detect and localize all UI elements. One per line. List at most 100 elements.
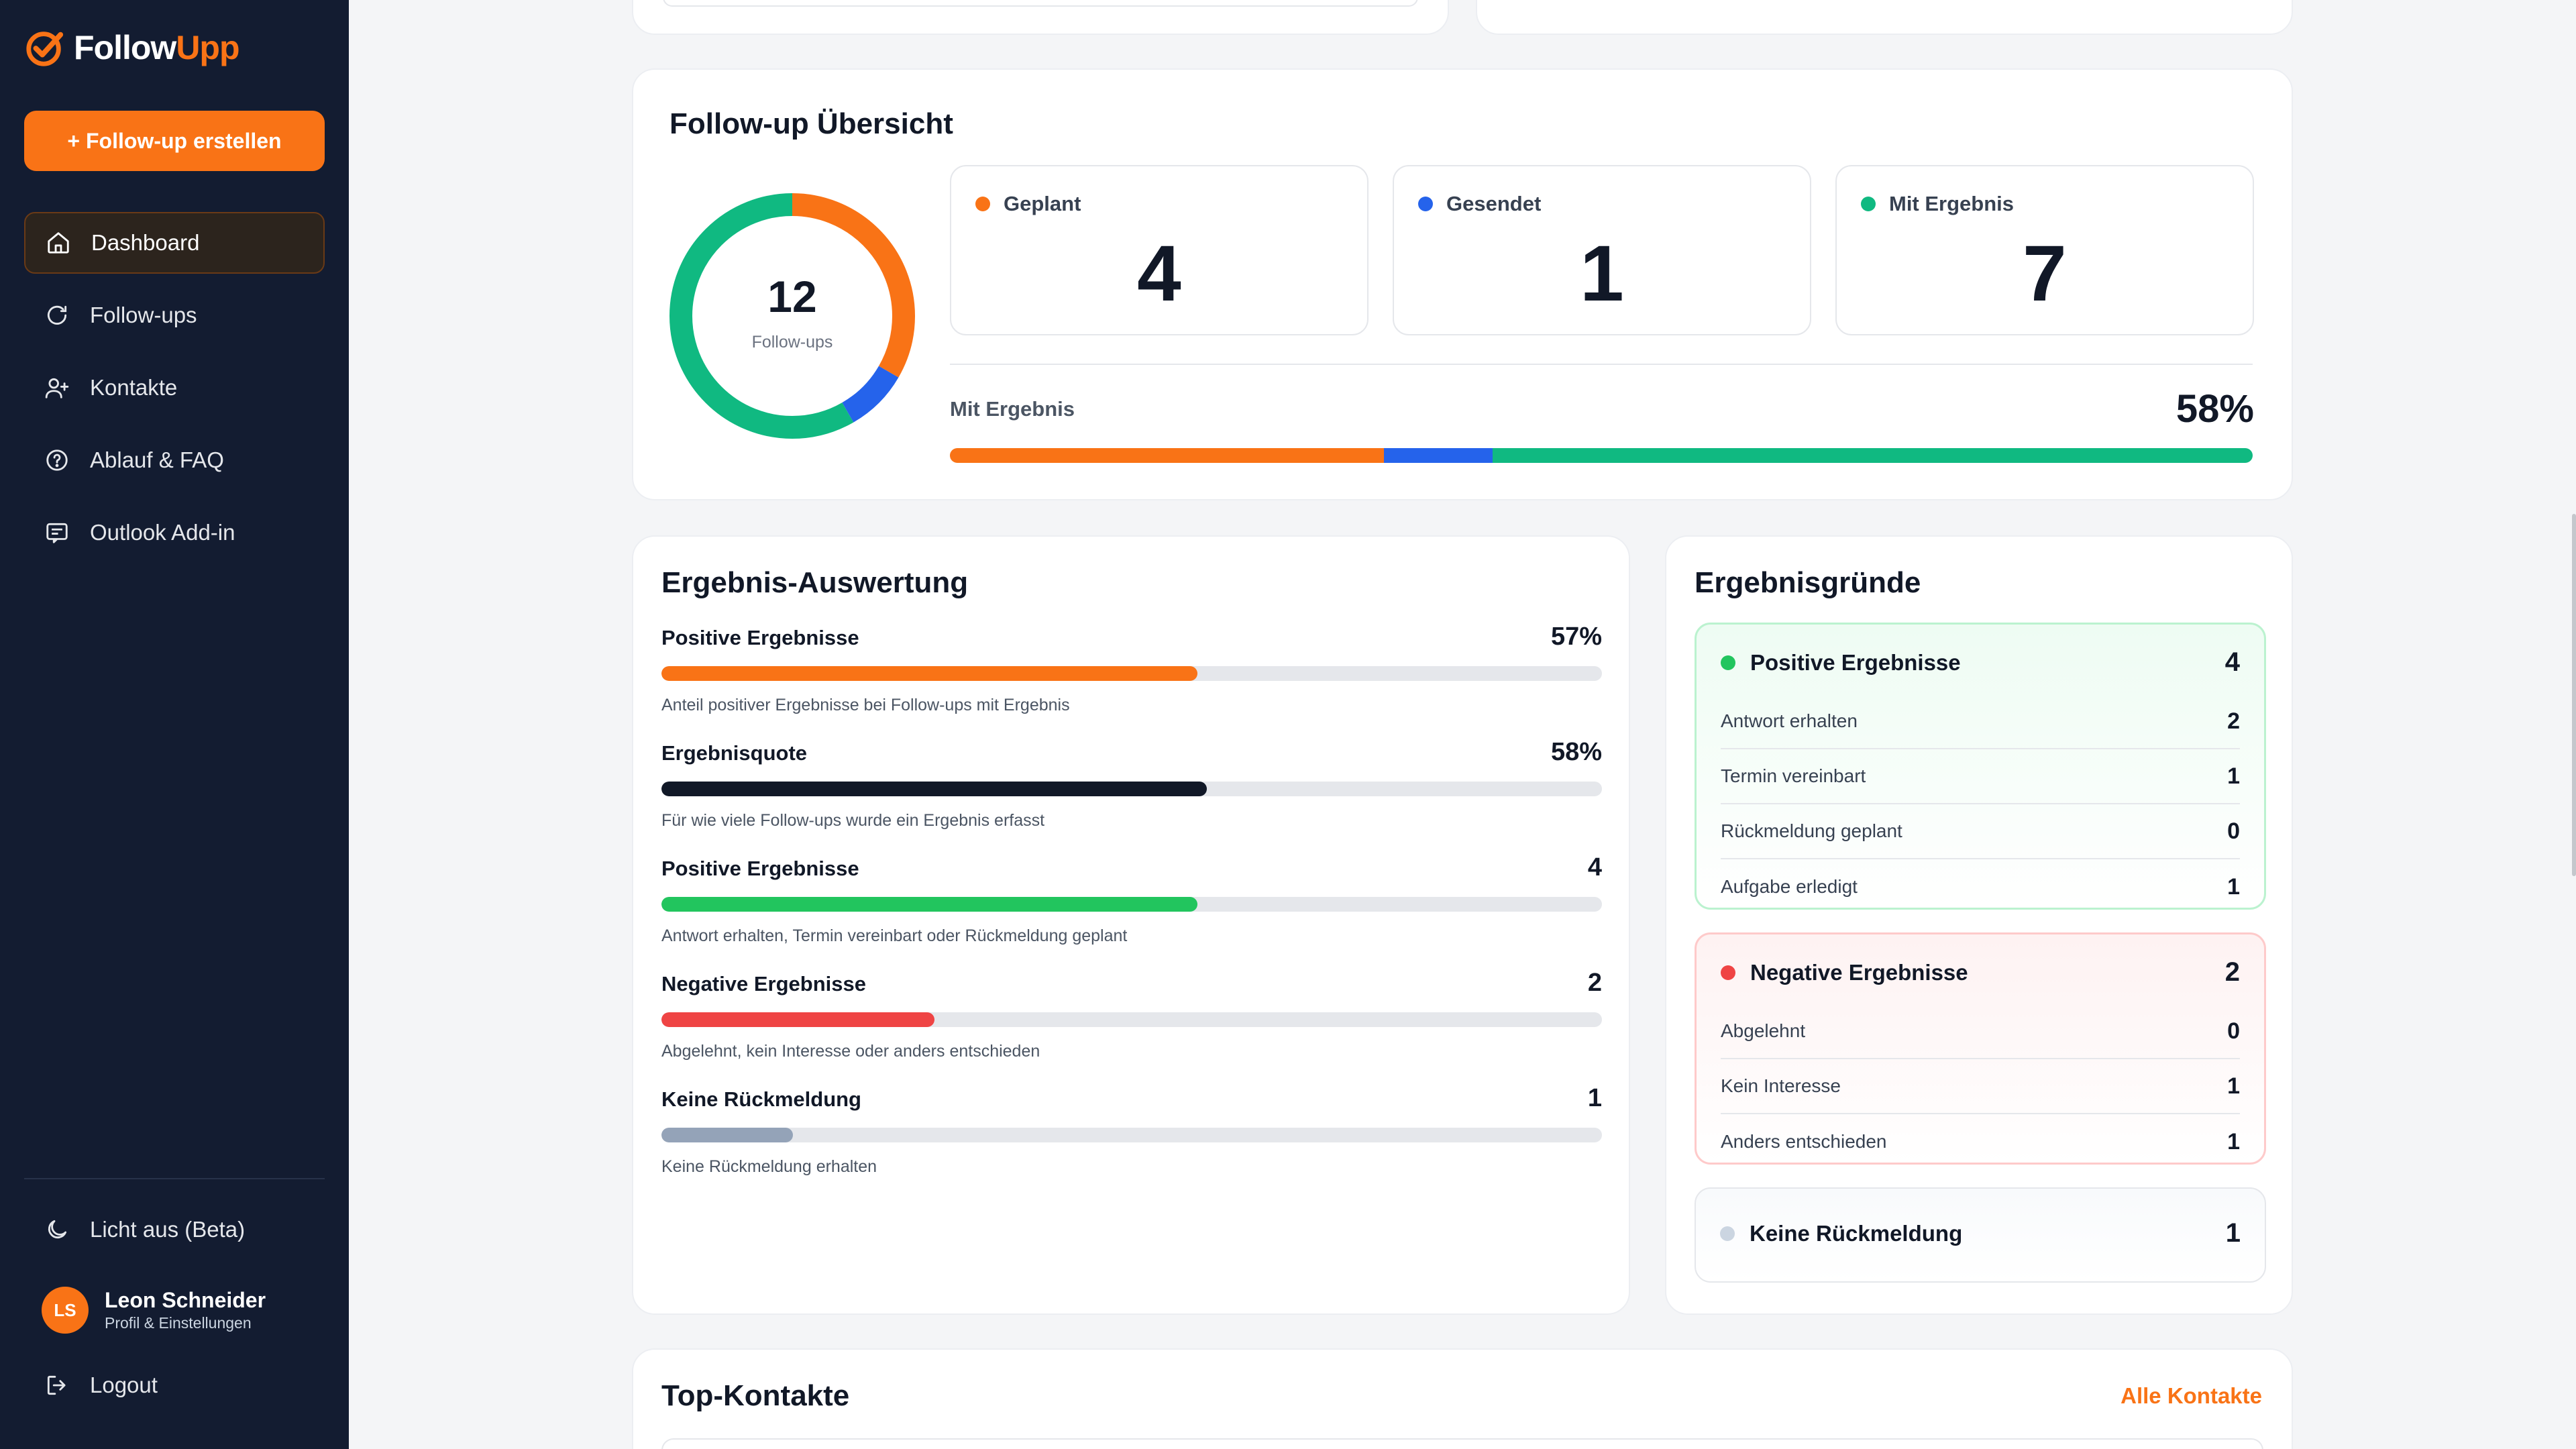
stat-label: Gesendet xyxy=(1418,192,1541,216)
metric-value: 58% xyxy=(1550,738,1602,766)
theme-toggle[interactable]: Licht aus (Beta) xyxy=(44,1217,245,1242)
sidebar: FollowUpp + Follow-up erstellen Dashboar… xyxy=(0,0,349,1449)
reason-label: Kein Interesse xyxy=(1721,1075,1841,1096)
app-logo[interactable]: FollowUpp xyxy=(24,27,240,68)
metric-value: 4 xyxy=(1587,853,1602,881)
metric-positive-count: Positive Ergebnisse 4 Antwort erhalten, T… xyxy=(661,853,1602,946)
profile-text: Leon Schneider Profil & Einstellungen xyxy=(105,1288,266,1332)
logout-icon xyxy=(44,1373,70,1398)
metric-fill xyxy=(661,1128,794,1142)
reason-label: Abgelehnt xyxy=(1721,1020,1806,1041)
sidebar-item-ablauf-faq[interactable]: Ablauf & FAQ xyxy=(24,429,325,491)
reason-label: Rückmeldung geplant xyxy=(1721,820,1902,841)
stat-label-text: Gesendet xyxy=(1446,192,1542,215)
sidebar-item-label: Kontakte xyxy=(90,375,178,400)
reason-count: 1 xyxy=(2227,873,2240,900)
evaluation-title: Ergebnis-Auswertung xyxy=(661,566,969,599)
stacked-segment-gesendet xyxy=(1384,448,1493,463)
metric-track xyxy=(661,897,1602,912)
metric-label: Keine Rückmeldung xyxy=(661,1087,861,1111)
status-dot xyxy=(1721,965,1735,980)
metric-value: 57% xyxy=(1550,623,1602,651)
metric-fill xyxy=(661,1012,934,1027)
list-item: Antwort erhalten 2 xyxy=(1721,694,2240,749)
metric-description: Antwort erhalten, Termin vereinbart oder… xyxy=(661,926,1128,945)
donut-slice-mit-ergebnis xyxy=(669,193,915,439)
top-card-right xyxy=(1476,0,2293,35)
top-card-left-inner xyxy=(663,0,1418,7)
refresh-icon xyxy=(44,303,70,328)
sidebar-item-follow-ups[interactable]: Follow-ups xyxy=(24,284,325,346)
metric-description: Anteil positiver Ergebnisse bei Follow-u… xyxy=(661,696,1070,714)
list-item: Kein Interesse 1 xyxy=(1721,1059,2240,1114)
logo-check-icon xyxy=(26,32,64,66)
reason-label: Aufgabe erledigt xyxy=(1721,876,1858,897)
stat-geplant[interactable]: Geplant 4 xyxy=(950,165,1368,335)
donut-total-label: Follow-ups xyxy=(751,333,833,352)
sidebar-item-label: Outlook Add-in xyxy=(90,520,235,545)
donut-total: 12 xyxy=(767,272,817,321)
list-item: Aufgabe erledigt 1 xyxy=(1721,859,2240,914)
metric-fill xyxy=(661,782,1208,796)
status-dot xyxy=(1720,1226,1735,1241)
logout-label: Logout xyxy=(90,1373,158,1397)
sidebar-item-label: Follow-ups xyxy=(90,303,197,327)
stat-value: 4 xyxy=(1137,229,1181,318)
result-rate-label: Mit Ergebnis xyxy=(950,397,1075,421)
follow-up-donut-chart xyxy=(669,193,915,439)
sidebar-item-kontakte[interactable]: Kontakte xyxy=(24,357,325,419)
stat-value: 1 xyxy=(1580,229,1624,318)
help-circle-icon xyxy=(44,447,70,473)
logo-text: FollowUpp xyxy=(74,28,240,67)
follow-up-overview-card: Follow-up Übersicht 12 Follow-ups Geplan… xyxy=(632,68,2293,500)
overview-title: Follow-up Übersicht xyxy=(669,107,953,140)
reason-group-label: Negative Ergebnisse xyxy=(1750,959,1968,985)
page-scrollbar[interactable] xyxy=(2572,514,2576,876)
sidebar-item-label: Dashboard xyxy=(91,230,200,255)
sidebar-item-outlook-add-in[interactable]: Outlook Add-in xyxy=(24,502,325,564)
metric-positive-rate: Positive Ergebnisse 57% Anteil positiver … xyxy=(661,623,1602,715)
list-item: Anders entschieden 1 xyxy=(1721,1114,2240,1169)
sidebar-divider xyxy=(24,1178,325,1179)
metric-value: 1 xyxy=(1587,1084,1602,1112)
reason-group-label: Positive Ergebnisse xyxy=(1750,649,1961,675)
sidebar-item-label: Ablauf & FAQ xyxy=(90,447,224,472)
metric-description: Für wie viele Follow-ups wurde ein Ergeb… xyxy=(661,811,1045,830)
sidebar-item-dashboard[interactable]: Dashboard xyxy=(24,212,325,274)
reason-label: Antwort erhalten xyxy=(1721,710,1858,731)
metric-track xyxy=(661,782,1602,796)
metric-track xyxy=(661,1128,1602,1142)
logo-text-follow: Follow xyxy=(74,29,176,66)
user-profile-link[interactable]: LS Leon Schneider Profil & Einstellungen xyxy=(42,1287,266,1334)
reason-count: 1 xyxy=(2227,763,2240,789)
user-profile-subtitle: Profil & Einstellungen xyxy=(105,1314,252,1332)
metric-fill xyxy=(661,666,1198,681)
list-item: Rückmeldung geplant 0 xyxy=(1721,804,2240,859)
reason-count: 0 xyxy=(2227,1018,2240,1044)
top-contacts-card: Top-Kontakte Alle Kontakte xyxy=(632,1348,2293,1449)
metric-result-quota: Ergebnisquote 58% Für wie viele Follow-up… xyxy=(661,738,1602,830)
metric-value: 2 xyxy=(1587,969,1602,997)
reason-count: 1 xyxy=(2227,1073,2240,1099)
top-contacts-inner-box xyxy=(661,1438,2263,1449)
reason-group-total: 2 xyxy=(2224,957,2240,987)
metric-description: Abgelehnt, kein Interesse oder anders en… xyxy=(661,1042,1040,1061)
top-card-left xyxy=(632,0,1449,35)
theme-toggle-label: Licht aus (Beta) xyxy=(90,1217,246,1242)
stat-mit-ergebnis[interactable]: Mit Ergebnis 7 xyxy=(1835,165,2254,335)
list-item: Termin vereinbart 1 xyxy=(1721,749,2240,804)
stat-label: Geplant xyxy=(975,192,1081,216)
reason-label: Anders entschieden xyxy=(1721,1131,1887,1152)
stacked-segment-geplant xyxy=(950,448,1385,463)
stat-gesendet[interactable]: Gesendet 1 xyxy=(1393,165,1811,335)
metric-label: Positive Ergebnisse xyxy=(661,626,859,649)
all-contacts-link[interactable]: Alle Kontakte xyxy=(2121,1383,2262,1408)
result-reasons-card: Ergebnisgründe Positive Ergebnisse 4 Ant… xyxy=(1665,535,2293,1315)
logout-button[interactable]: Logout xyxy=(44,1373,158,1398)
create-follow-up-button[interactable]: + Follow-up erstellen xyxy=(24,111,325,171)
sidebar-nav: Dashboard Follow-ups Kontakte Ablauf & F… xyxy=(24,212,325,574)
home-icon xyxy=(46,230,71,256)
reason-count: 0 xyxy=(2227,818,2240,844)
metric-fill xyxy=(661,897,1198,912)
status-stacked-bar xyxy=(950,448,2253,463)
